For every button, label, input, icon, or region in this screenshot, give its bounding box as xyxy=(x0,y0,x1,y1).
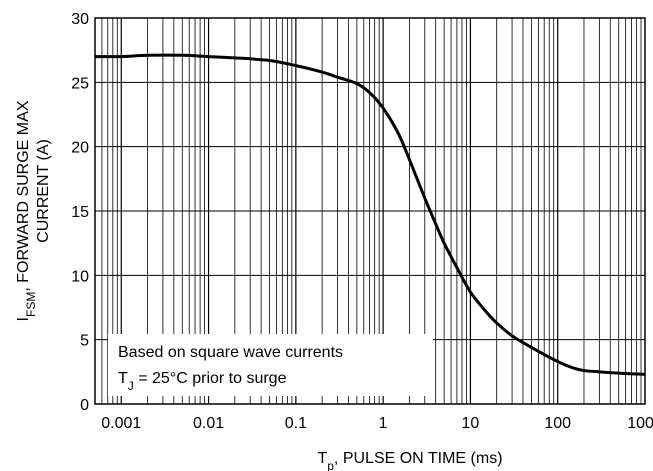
x-tick-label: 100 xyxy=(544,415,571,432)
x-axis-label-main: T xyxy=(317,450,327,467)
annotation-t-sub: J xyxy=(128,379,134,393)
x-tick-label: 0.1 xyxy=(285,415,307,432)
y-axis-label-main: I xyxy=(15,317,32,321)
y-tick-label: 25 xyxy=(71,75,89,92)
y-axis-label: IFSM, FORWARD SURGE MAX CURRENT (A) xyxy=(15,100,52,321)
y-tick-label: 15 xyxy=(71,204,89,221)
y-tick-label: 30 xyxy=(71,11,89,28)
series-group xyxy=(94,53,646,376)
y-axis-label-rest: , FORWARD SURGE MAX xyxy=(15,100,32,291)
y-tick-label: 0 xyxy=(80,397,89,414)
x-axis-label-rest: , PULSE ON TIME (ms) xyxy=(334,450,503,467)
x-axis-label-sub: p xyxy=(327,459,334,471)
surge-current-curve xyxy=(94,53,646,376)
annotation-t-rest: = 25°C prior to surge xyxy=(134,370,287,387)
x-tick-label: 1 xyxy=(379,415,388,432)
y-tick-labels: 0 5 10 15 20 25 30 xyxy=(71,11,89,414)
annotation-t-main: T xyxy=(118,370,128,387)
y-tick-label: 5 xyxy=(80,333,89,350)
annotation-line-1: Based on square wave currents xyxy=(118,344,343,361)
x-tick-label: 0.001 xyxy=(101,415,141,432)
x-axis-label: Tp, PULSE ON TIME (ms) xyxy=(317,450,502,471)
x-tick-label: 10 xyxy=(462,415,480,432)
annotation-line-2: TJ = 25°C prior to surge xyxy=(118,370,287,393)
y-tick-label: 10 xyxy=(71,268,89,285)
y-axis-label-line-2: CURRENT (A) xyxy=(35,139,52,243)
y-tick-label: 20 xyxy=(71,140,89,157)
plot-frame xyxy=(94,17,646,405)
y-axis-label-sub: FSM xyxy=(24,292,38,317)
annotation-box xyxy=(108,334,433,396)
y-axis-label-line-1: IFSM, FORWARD SURGE MAX xyxy=(15,100,38,321)
x-tick-label: 0.01 xyxy=(193,415,224,432)
